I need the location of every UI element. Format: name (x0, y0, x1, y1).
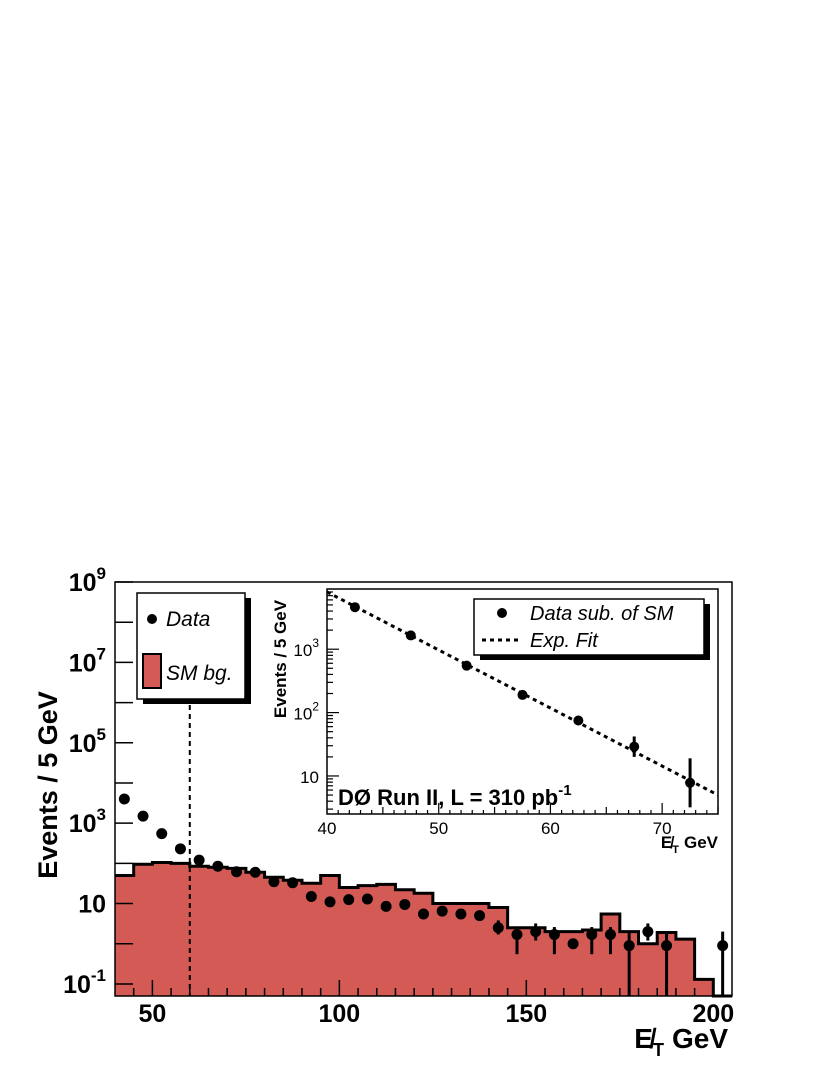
inset-x-tick-label: 50 (429, 819, 448, 838)
data-point (324, 896, 336, 908)
inset-x-axis-title: E̸T GeV (661, 833, 719, 856)
sm-bg-outline (115, 861, 732, 998)
legend-data-label: Data (166, 608, 210, 631)
inset-y-tick-labels: 103 102 10 (293, 636, 319, 787)
data-point (548, 928, 560, 940)
main-axis-ticks (115, 581, 715, 996)
inset-legend (473, 598, 705, 656)
inset-legend-fit-label: Exp. Fit (530, 630, 599, 652)
y-tick-label: 107 (69, 644, 106, 677)
main-y-tick-labels: 109 107 105 103 10 10-1 (63, 564, 106, 999)
inset-y-tick-label: 10 (300, 768, 319, 787)
data-point (193, 854, 205, 866)
data-point (661, 940, 673, 952)
x-tick-label: 50 (138, 1000, 166, 1028)
x-tick-label: 200 (692, 1000, 734, 1028)
inset-x-tick-labels: 40 50 60 70 (318, 819, 672, 838)
data-point (268, 876, 280, 888)
data-point (567, 938, 579, 950)
data-point (249, 866, 261, 878)
inset-point (461, 660, 472, 671)
data-point (212, 860, 224, 872)
inset-y-tick-label: 102 (293, 700, 319, 724)
data-point (137, 810, 149, 822)
data-points (118, 793, 729, 996)
y-tick-label: 103 (69, 805, 106, 838)
data-point (174, 843, 186, 855)
data-point (623, 940, 635, 952)
data-point (474, 910, 486, 922)
inset-legend-data-marker (497, 608, 507, 618)
data-point (418, 908, 429, 920)
data-point (380, 900, 392, 912)
main-y-axis-title: Events / 5 GeV (33, 691, 63, 879)
data-point (492, 922, 504, 934)
inset-y-tick-label: 103 (293, 636, 319, 660)
data-point (399, 898, 411, 910)
main-frame (114, 581, 733, 997)
inset-points (349, 602, 696, 808)
inset-x-tick-label: 40 (318, 819, 337, 838)
inset-point (573, 715, 584, 726)
legend-bg-label: SM bg. (166, 662, 233, 685)
data-point (287, 877, 299, 889)
legend-data-marker (147, 614, 157, 624)
inset-point (685, 777, 696, 788)
inset-x-tick-label: 60 (541, 819, 560, 838)
data-point (118, 793, 130, 805)
data-point (604, 928, 616, 940)
data-point (305, 890, 317, 902)
y-tick-label: 10-1 (63, 966, 106, 999)
data-point (361, 893, 373, 905)
inset-point (405, 630, 416, 641)
sm-bg-fill (115, 862, 732, 996)
y-tick-label: 105 (69, 725, 106, 758)
legend-bg-swatch (142, 653, 162, 689)
data-point (231, 866, 243, 878)
data-point (511, 928, 523, 940)
y-tick-label: 109 (69, 564, 106, 597)
y-tick-label: 10 (78, 891, 106, 919)
inset-axis-ticks (327, 591, 719, 814)
x-tick-label: 100 (319, 1000, 361, 1028)
inset-y-axis-title: Events / 5 GeV (271, 599, 290, 718)
inset-point (517, 689, 528, 700)
inset-point (349, 602, 360, 613)
data-point (343, 894, 355, 906)
data-point (455, 908, 467, 920)
data-point (436, 905, 448, 917)
inset-x-tick-label: 70 (653, 819, 672, 838)
inset-legend-data-label: Data sub. of SM (530, 603, 674, 625)
x-tick-label: 150 (505, 1000, 547, 1028)
data-point (156, 828, 168, 840)
main-x-tick-labels: 50 100 150 200 (138, 1000, 734, 1028)
data-point (530, 926, 542, 938)
main-x-axis-title: E̸T GeV (634, 1023, 728, 1060)
sm-background-histogram (115, 861, 732, 998)
data-point (586, 928, 598, 940)
data-point (717, 940, 729, 952)
experiment-annotation: DØ Run II, L = 310 pb-1 (338, 782, 572, 810)
inset-fit-line (326, 590, 719, 797)
inset-point (629, 741, 640, 752)
data-point (642, 926, 654, 938)
